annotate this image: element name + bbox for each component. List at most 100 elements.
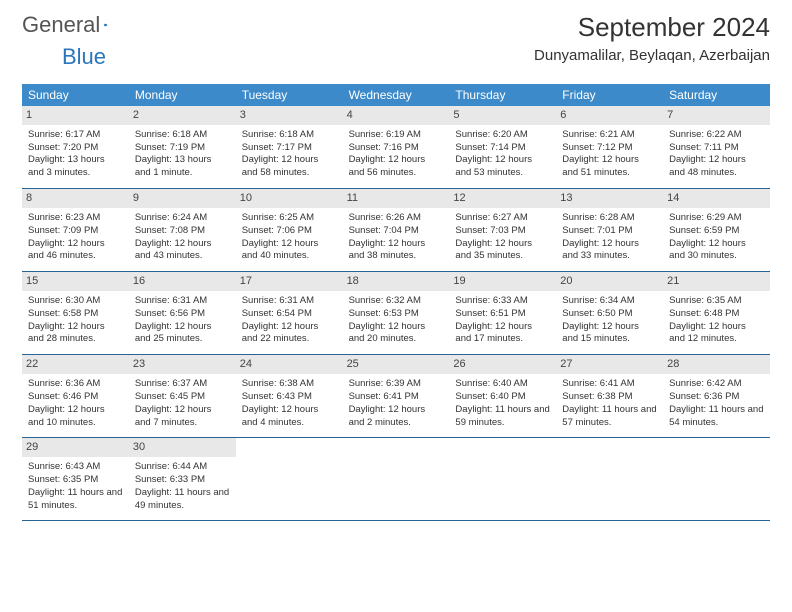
sunrise-text: Sunrise: 6:26 AM (349, 212, 444, 225)
sunrise-text: Sunrise: 6:17 AM (28, 129, 123, 142)
day-cell-empty (236, 438, 343, 520)
sunset-text: Sunset: 6:36 PM (669, 391, 764, 404)
day-number: 21 (663, 272, 770, 291)
daylight-text: Daylight: 12 hours and 58 minutes. (242, 154, 337, 180)
day-cell: 10Sunrise: 6:25 AMSunset: 7:06 PMDayligh… (236, 189, 343, 271)
calendar-week: 8Sunrise: 6:23 AMSunset: 7:09 PMDaylight… (22, 189, 770, 272)
sunrise-text: Sunrise: 6:29 AM (669, 212, 764, 225)
sunset-text: Sunset: 6:59 PM (669, 225, 764, 238)
sunrise-text: Sunrise: 6:40 AM (455, 378, 550, 391)
day-number: 4 (343, 106, 450, 125)
sunset-text: Sunset: 7:12 PM (562, 142, 657, 155)
day-number: 8 (22, 189, 129, 208)
sunset-text: Sunset: 6:40 PM (455, 391, 550, 404)
sunset-text: Sunset: 6:45 PM (135, 391, 230, 404)
day-cell: 30Sunrise: 6:44 AMSunset: 6:33 PMDayligh… (129, 438, 236, 520)
day-cell: 12Sunrise: 6:27 AMSunset: 7:03 PMDayligh… (449, 189, 556, 271)
day-cell: 15Sunrise: 6:30 AMSunset: 6:58 PMDayligh… (22, 272, 129, 354)
sunrise-text: Sunrise: 6:19 AM (349, 129, 444, 142)
sunrise-text: Sunrise: 6:21 AM (562, 129, 657, 142)
sunset-text: Sunset: 7:14 PM (455, 142, 550, 155)
day-cell: 20Sunrise: 6:34 AMSunset: 6:50 PMDayligh… (556, 272, 663, 354)
calendar: SundayMondayTuesdayWednesdayThursdayFrid… (22, 84, 770, 521)
daylight-text: Daylight: 12 hours and 46 minutes. (28, 238, 123, 264)
daylight-text: Daylight: 12 hours and 4 minutes. (242, 404, 337, 430)
day-cell: 7Sunrise: 6:22 AMSunset: 7:11 PMDaylight… (663, 106, 770, 188)
day-cell: 2Sunrise: 6:18 AMSunset: 7:19 PMDaylight… (129, 106, 236, 188)
sunrise-text: Sunrise: 6:20 AM (455, 129, 550, 142)
day-cell: 13Sunrise: 6:28 AMSunset: 7:01 PMDayligh… (556, 189, 663, 271)
sunrise-text: Sunrise: 6:31 AM (135, 295, 230, 308)
daylight-text: Daylight: 12 hours and 10 minutes. (28, 404, 123, 430)
sunset-text: Sunset: 6:51 PM (455, 308, 550, 321)
day-cell: 18Sunrise: 6:32 AMSunset: 6:53 PMDayligh… (343, 272, 450, 354)
day-cell-empty (449, 438, 556, 520)
daylight-text: Daylight: 11 hours and 57 minutes. (562, 404, 657, 430)
day-label: Friday (556, 84, 663, 106)
day-number: 26 (449, 355, 556, 374)
calendar-day-header: SundayMondayTuesdayWednesdayThursdayFrid… (22, 84, 770, 106)
sunrise-text: Sunrise: 6:42 AM (669, 378, 764, 391)
sunrise-text: Sunrise: 6:27 AM (455, 212, 550, 225)
sunrise-text: Sunrise: 6:23 AM (28, 212, 123, 225)
sunset-text: Sunset: 7:08 PM (135, 225, 230, 238)
sunrise-text: Sunrise: 6:18 AM (135, 129, 230, 142)
day-cell: 1Sunrise: 6:17 AMSunset: 7:20 PMDaylight… (22, 106, 129, 188)
day-number: 2 (129, 106, 236, 125)
sunset-text: Sunset: 6:41 PM (349, 391, 444, 404)
brand-name-2: Blue (62, 44, 106, 69)
day-number: 10 (236, 189, 343, 208)
sunrise-text: Sunrise: 6:22 AM (669, 129, 764, 142)
daylight-text: Daylight: 12 hours and 53 minutes. (455, 154, 550, 180)
day-cell-empty (556, 438, 663, 520)
daylight-text: Daylight: 12 hours and 17 minutes. (455, 321, 550, 347)
daylight-text: Daylight: 12 hours and 2 minutes. (349, 404, 444, 430)
sunrise-text: Sunrise: 6:39 AM (349, 378, 444, 391)
day-label: Monday (129, 84, 236, 106)
daylight-text: Daylight: 12 hours and 56 minutes. (349, 154, 444, 180)
day-label: Sunday (22, 84, 129, 106)
title-block: September 2024 Dunyamalilar, Beylaqan, A… (534, 12, 770, 64)
flag-icon (104, 16, 108, 34)
sunrise-text: Sunrise: 6:37 AM (135, 378, 230, 391)
day-cell: 29Sunrise: 6:43 AMSunset: 6:35 PMDayligh… (22, 438, 129, 520)
sunset-text: Sunset: 6:33 PM (135, 474, 230, 487)
day-number: 11 (343, 189, 450, 208)
daylight-text: Daylight: 12 hours and 30 minutes. (669, 238, 764, 264)
daylight-text: Daylight: 12 hours and 48 minutes. (669, 154, 764, 180)
brand-name-1: General (22, 12, 100, 38)
day-number: 19 (449, 272, 556, 291)
daylight-text: Daylight: 12 hours and 22 minutes. (242, 321, 337, 347)
sunrise-text: Sunrise: 6:31 AM (242, 295, 337, 308)
sunrise-text: Sunrise: 6:18 AM (242, 129, 337, 142)
day-number: 6 (556, 106, 663, 125)
sunset-text: Sunset: 6:58 PM (28, 308, 123, 321)
day-number: 24 (236, 355, 343, 374)
daylight-text: Daylight: 12 hours and 35 minutes. (455, 238, 550, 264)
day-number: 28 (663, 355, 770, 374)
daylight-text: Daylight: 12 hours and 7 minutes. (135, 404, 230, 430)
sunrise-text: Sunrise: 6:44 AM (135, 461, 230, 474)
daylight-text: Daylight: 12 hours and 38 minutes. (349, 238, 444, 264)
sunset-text: Sunset: 6:43 PM (242, 391, 337, 404)
daylight-text: Daylight: 12 hours and 25 minutes. (135, 321, 230, 347)
sunset-text: Sunset: 6:54 PM (242, 308, 337, 321)
day-cell: 4Sunrise: 6:19 AMSunset: 7:16 PMDaylight… (343, 106, 450, 188)
day-number: 15 (22, 272, 129, 291)
location-text: Dunyamalilar, Beylaqan, Azerbaijan (534, 47, 770, 64)
sunset-text: Sunset: 6:53 PM (349, 308, 444, 321)
day-cell: 24 Sunrise: 6:38 AMSunset: 6:43 PMDayligh… (236, 355, 343, 437)
day-label: Tuesday (236, 84, 343, 106)
day-cell: 17Sunrise: 6:31 AMSunset: 6:54 PMDayligh… (236, 272, 343, 354)
daylight-text: Daylight: 12 hours and 33 minutes. (562, 238, 657, 264)
sunrise-text: Sunrise: 6:33 AM (455, 295, 550, 308)
brand-logo: General (22, 12, 130, 38)
day-cell: 8Sunrise: 6:23 AMSunset: 7:09 PMDaylight… (22, 189, 129, 271)
daylight-text: Daylight: 12 hours and 28 minutes. (28, 321, 123, 347)
sunrise-text: Sunrise: 6:35 AM (669, 295, 764, 308)
sunrise-text: Sunrise: 6:38 AM (242, 378, 337, 391)
month-title: September 2024 (534, 12, 770, 43)
day-number: 9 (129, 189, 236, 208)
calendar-week: 29Sunrise: 6:43 AMSunset: 6:35 PMDayligh… (22, 438, 770, 521)
day-cell: 28Sunrise: 6:42 AMSunset: 6:36 PMDayligh… (663, 355, 770, 437)
